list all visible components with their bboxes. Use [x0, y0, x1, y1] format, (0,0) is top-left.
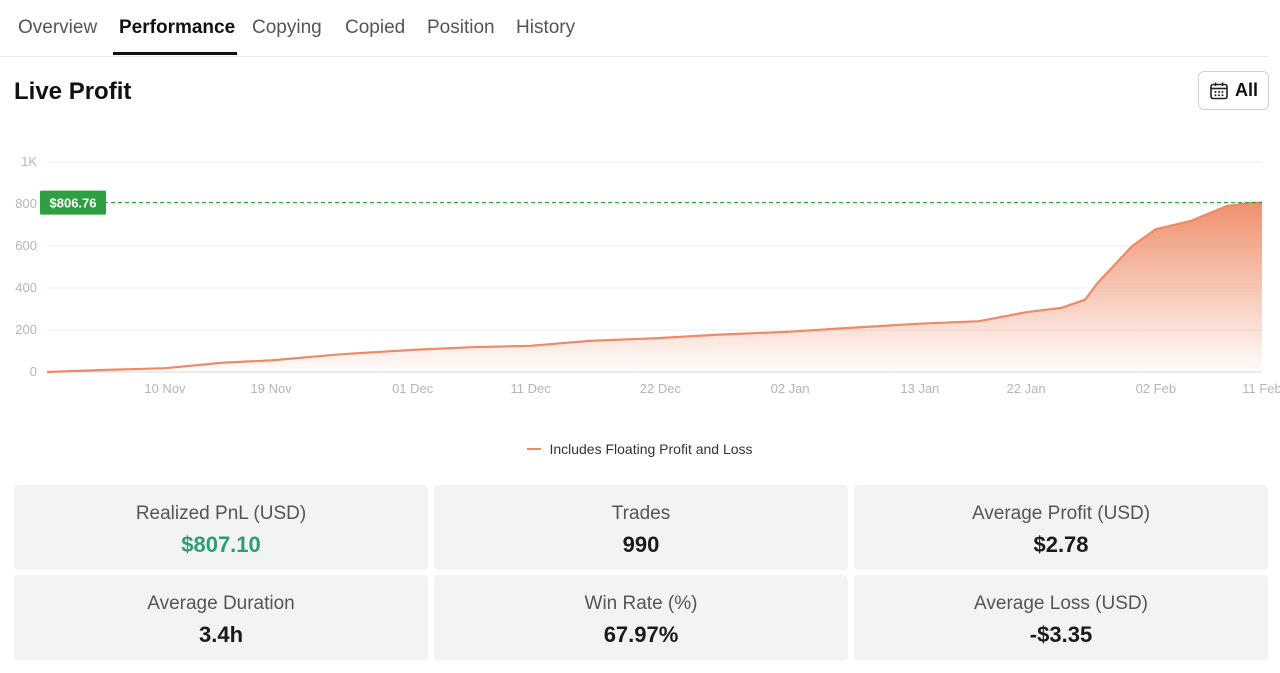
- x-tick-label: 11 Feb: [1242, 381, 1280, 396]
- x-tick-label: 01 Dec: [392, 381, 434, 396]
- current-value-label: $806.76: [50, 196, 97, 211]
- stat-label: Average Duration: [147, 593, 295, 614]
- stat-trades: Trades 990: [434, 485, 848, 570]
- live-profit-chart[interactable]: 0 200 400 600 800 1K 10 Nov 19 Nov 01 Dec 11 Dec 2…: [0, 140, 1280, 410]
- legend-line-swatch: [527, 448, 542, 450]
- stat-average-duration: Average Duration 3.4h: [14, 575, 428, 660]
- x-tick-label: 22 Jan: [1007, 381, 1046, 396]
- page-title: Live Profit: [14, 78, 132, 105]
- current-value-badge: [40, 190, 106, 215]
- stat-value: 67.97%: [603, 622, 679, 647]
- legend-label: Includes Floating Profit and Loss: [549, 441, 753, 457]
- tab-copying[interactable]: Copying: [252, 17, 322, 38]
- y-tick-label: 200: [15, 322, 37, 337]
- tab-position[interactable]: Position: [427, 17, 495, 38]
- stat-value: -$3.35: [1029, 622, 1093, 647]
- y-tick-label: 600: [15, 238, 37, 253]
- y-tick-label: 800: [15, 196, 37, 211]
- calendar-icon: [1210, 82, 1228, 99]
- date-range-button[interactable]: All: [1198, 71, 1269, 110]
- tab-performance[interactable]: Performance: [119, 17, 236, 38]
- stat-average-loss: Average Loss (USD) -$3.35: [854, 575, 1268, 660]
- stat-win-rate: Win Rate (%) 67.97%: [434, 575, 848, 660]
- stat-label: Average Profit (USD): [971, 503, 1151, 524]
- tab-copied[interactable]: Copied: [345, 17, 406, 38]
- profit-line: [46, 201, 1263, 374]
- x-tick-label: 22 Dec: [640, 381, 682, 396]
- x-tick-label: 13 Jan: [900, 381, 939, 396]
- x-tick-label: 19 Nov: [251, 381, 293, 396]
- date-range-label: All: [1234, 80, 1258, 100]
- stat-value: 990: [622, 532, 660, 557]
- stat-value: $807.10: [181, 532, 261, 557]
- x-tick-label: 02 Jan: [771, 381, 810, 396]
- tab-bar: Overview Performance Copying Copied Posi…: [0, 0, 1268, 57]
- stat-value: $2.78: [1033, 532, 1089, 557]
- x-tick-label: 11 Dec: [511, 381, 552, 396]
- stat-average-profit: Average Profit (USD) $2.78: [854, 485, 1268, 570]
- tab-history[interactable]: History: [516, 17, 576, 38]
- profit-area: [47, 202, 1262, 372]
- y-tick-label: 400: [15, 280, 37, 295]
- y-tick-label: 0: [30, 364, 37, 379]
- tab-overview[interactable]: Overview: [18, 17, 98, 38]
- y-tick-label: 1K: [21, 154, 37, 169]
- x-tick-label: 10 Nov: [144, 381, 186, 396]
- chart-legend[interactable]: Includes Floating Profit and Loss: [0, 441, 1280, 457]
- stat-realized-pnl: Realized PnL (USD) $807.10: [14, 485, 428, 570]
- stat-label: Average Loss (USD): [974, 593, 1148, 614]
- stat-label: Trades: [611, 503, 671, 524]
- x-tick-label: 02 Feb: [1136, 381, 1176, 396]
- stat-value: 3.4h: [198, 622, 244, 647]
- active-tab-indicator: [113, 52, 237, 55]
- stat-label: Win Rate (%): [584, 593, 698, 614]
- stat-label: Realized PnL (USD): [135, 503, 307, 524]
